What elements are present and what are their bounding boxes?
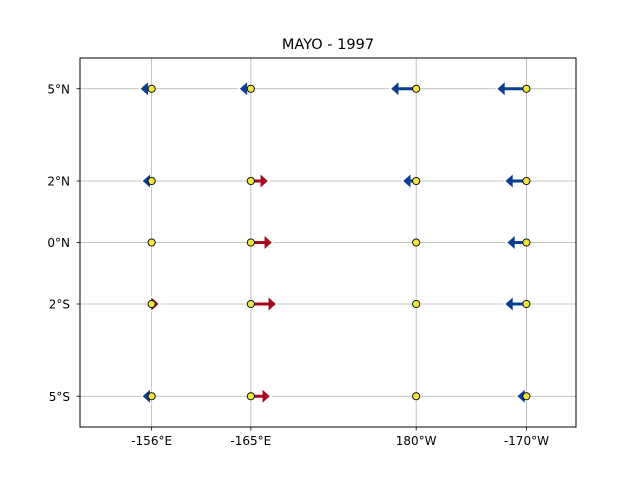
station-marker	[522, 238, 531, 247]
grid	[80, 58, 576, 427]
chart-title: MAYO - 1997	[282, 37, 374, 53]
station-marker	[147, 299, 156, 309]
station-marker	[147, 238, 156, 247]
station-marker	[412, 299, 421, 309]
station-marker	[412, 238, 421, 247]
station-marker	[147, 84, 156, 93]
x-tick-label: 180°W	[396, 434, 437, 448]
station-marker	[412, 176, 421, 186]
y-tick-label: 2°N	[47, 175, 70, 189]
station-marker	[246, 299, 255, 309]
station-marker	[147, 176, 156, 186]
station-marker	[412, 84, 421, 93]
station-marker	[522, 299, 531, 309]
axis-ticks: -156°E -165°E 180°W -170°W 5°N 2°N 0°N 2°S 5°S	[47, 82, 549, 448]
y-tick-label: 5°N	[47, 82, 70, 96]
station-marker	[246, 84, 255, 93]
station-marker	[246, 392, 255, 401]
x-tick-label: -165°E	[230, 434, 271, 448]
x-tick-label: -156°E	[131, 434, 172, 448]
vectors	[138, 79, 531, 406]
station-marker	[412, 392, 421, 401]
station-marker	[522, 392, 531, 401]
x-tick-label: -170°W	[504, 434, 549, 448]
vector-arrow	[495, 79, 528, 99]
station-marker	[522, 84, 531, 93]
y-tick-label: 0°N	[47, 236, 70, 250]
y-tick-label: 5°S	[49, 390, 70, 404]
station-marker	[147, 392, 156, 401]
y-tick-label: 2°S	[49, 298, 70, 312]
station-marker	[522, 176, 531, 186]
station-marker	[246, 238, 255, 247]
station-marker	[246, 176, 255, 186]
